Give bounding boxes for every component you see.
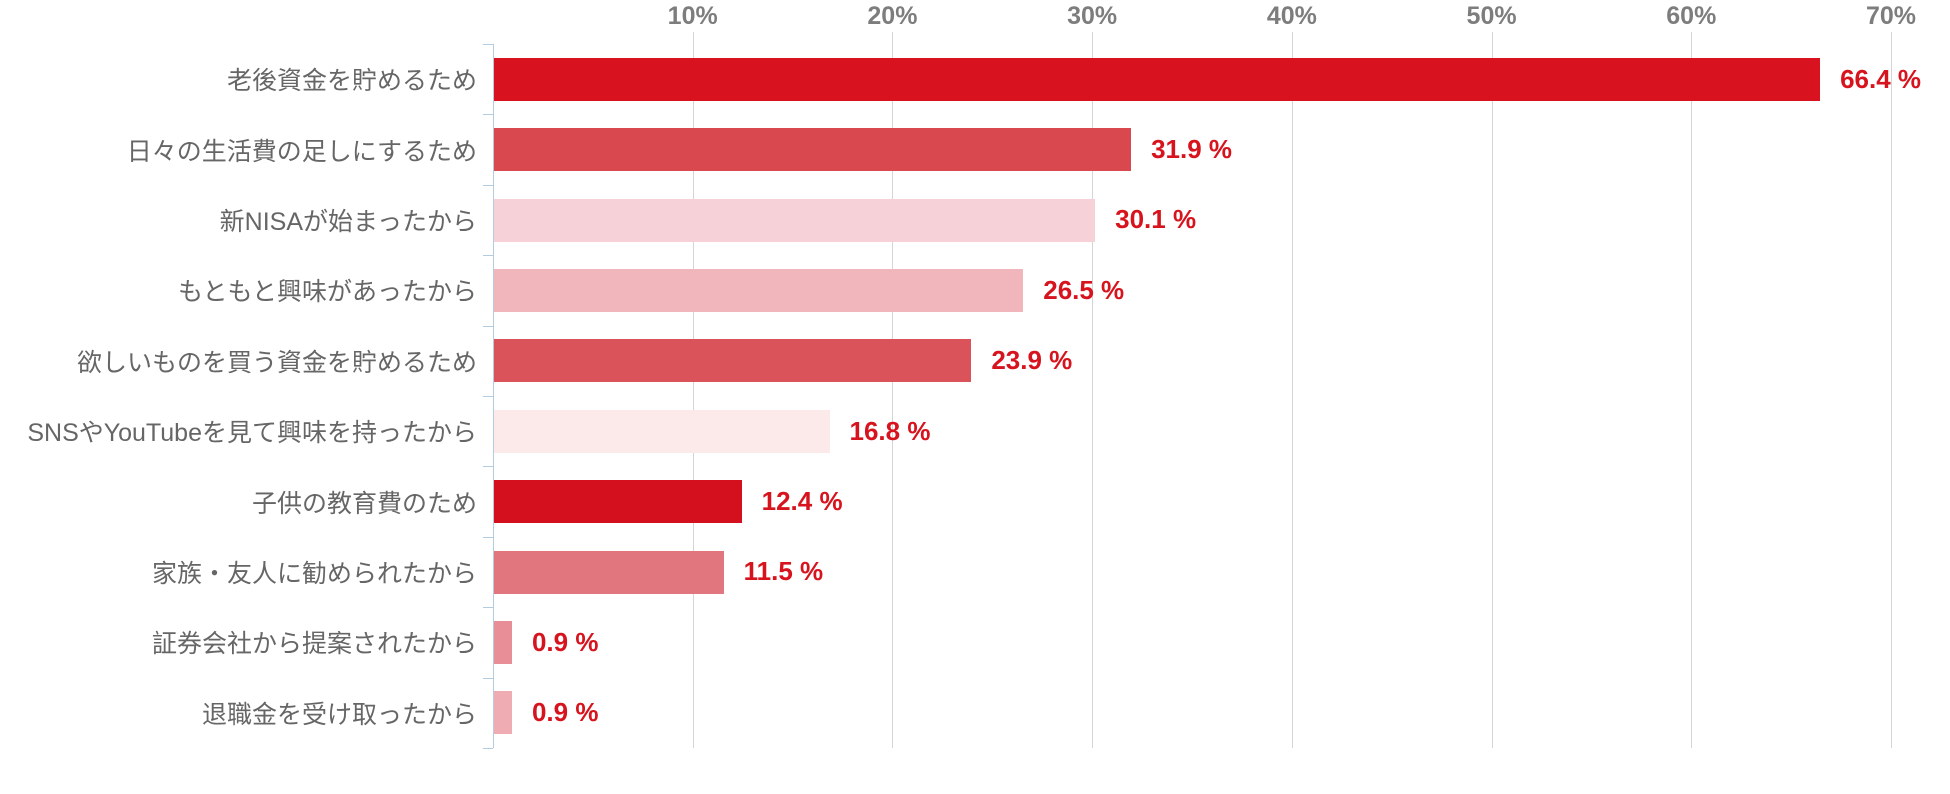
category-label: 老後資金を貯めるため bbox=[226, 67, 477, 96]
bar bbox=[494, 57, 1821, 101]
value-label: 16.8 % bbox=[849, 415, 931, 446]
bar bbox=[494, 691, 512, 735]
y-axis-tick bbox=[483, 536, 493, 538]
bar bbox=[494, 198, 1096, 242]
x-axis-tick-label: 60% bbox=[1666, 2, 1717, 30]
category-label: 子供の教育費のため bbox=[251, 489, 477, 518]
y-axis-tick bbox=[483, 255, 493, 257]
category-label: SNSやYouTubeを見て興味を持ったから bbox=[27, 419, 477, 448]
bar bbox=[494, 409, 830, 453]
category-label: 証券会社から提案されたから bbox=[151, 630, 477, 659]
bar bbox=[494, 550, 724, 594]
bar bbox=[494, 128, 1132, 172]
y-axis-tick bbox=[483, 748, 493, 749]
bar bbox=[494, 480, 742, 524]
category-label: 退職金を受け取ったから bbox=[201, 700, 477, 729]
gridline bbox=[1491, 32, 1493, 748]
y-axis-tick bbox=[483, 44, 493, 45]
value-label: 11.5 % bbox=[743, 556, 824, 587]
value-label: 30.1 % bbox=[1115, 204, 1197, 235]
category-label: 家族・友人に勧められたから bbox=[151, 559, 477, 588]
bar bbox=[494, 268, 1024, 312]
y-axis-tick bbox=[483, 677, 493, 679]
category-label: 新NISAが始まったから bbox=[219, 207, 477, 236]
x-axis-tick-label: 30% bbox=[1067, 2, 1118, 30]
gridline bbox=[692, 32, 694, 748]
y-axis-tick bbox=[483, 114, 493, 116]
y-axis-tick bbox=[483, 466, 493, 468]
gridline bbox=[1092, 32, 1094, 748]
x-axis-tick-label: 40% bbox=[1266, 2, 1317, 30]
bar bbox=[494, 620, 512, 664]
x-axis-tick-label: 10% bbox=[667, 2, 718, 30]
value-label: 0.9 % bbox=[531, 697, 599, 728]
gridline bbox=[1691, 32, 1693, 748]
value-label: 26.5 % bbox=[1043, 274, 1125, 305]
x-axis-tick-label: 50% bbox=[1466, 2, 1517, 30]
gridline bbox=[1291, 32, 1293, 748]
category-label: もともと興味があったから bbox=[177, 278, 477, 307]
x-axis-tick-label: 70% bbox=[1865, 2, 1917, 30]
value-label: 23.9 % bbox=[991, 345, 1073, 376]
value-label: 0.9 % bbox=[531, 626, 599, 657]
category-label: 欲しいものを買う資金を貯めるため bbox=[76, 348, 477, 377]
y-axis-tick bbox=[483, 396, 493, 397]
x-axis-tick-label: 20% bbox=[867, 2, 918, 30]
y-axis-tick bbox=[483, 184, 493, 186]
y-axis-tick bbox=[483, 607, 493, 609]
gridline bbox=[892, 32, 894, 748]
bar bbox=[494, 339, 972, 383]
y-axis-line bbox=[493, 44, 494, 748]
value-label: 12.4 % bbox=[761, 486, 843, 517]
y-axis-tick bbox=[483, 325, 493, 327]
value-label: 31.9 % bbox=[1151, 134, 1233, 165]
gridline bbox=[1891, 32, 1892, 748]
value-label: 66.4 % bbox=[1840, 63, 1922, 94]
category-label: 日々の生活費の足しにするため bbox=[126, 137, 477, 166]
